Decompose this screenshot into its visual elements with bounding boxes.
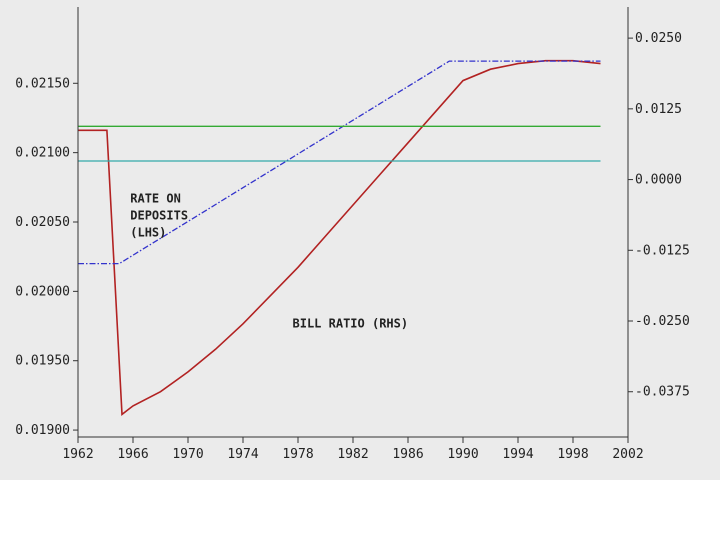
x-tick-label: 1962 [62, 447, 93, 462]
annotation-text: (LHS) [130, 226, 166, 240]
y-right-tick-label: -0.0375 [635, 385, 690, 400]
text-layer: 1962 1966 1970 1974 1978 1982 1986 1990 1994 1998… [15, 31, 690, 462]
series-layer [78, 59, 601, 416]
y-right-tick-label: -0.0125 [635, 243, 690, 258]
x-tick-label: 1978 [282, 447, 313, 462]
y-right-tick-label: 0.0000 [635, 173, 682, 188]
y-left-tick-label: 0.02100 [15, 146, 70, 161]
x-tick-label: 1970 [172, 447, 203, 462]
annotation-text: DEPOSITS [130, 209, 188, 223]
y-right-tick-label: 0.0125 [635, 102, 682, 117]
x-tick-label: 1974 [227, 447, 258, 462]
y-right-tick-label: 0.0250 [635, 31, 682, 46]
y-right-tick-label: -0.0250 [635, 314, 690, 329]
y-left-tick-label: 0.01950 [15, 354, 70, 369]
axes-layer [73, 7, 633, 443]
series-line-rate-on-deposits-lhs [78, 60, 601, 265]
x-tick-label: 1982 [337, 447, 368, 462]
series-line-bill-ratio-rhs [78, 59, 601, 416]
x-tick-label: 1990 [447, 447, 478, 462]
y-left-tick-label: 0.02050 [15, 215, 70, 230]
annotation-text: RATE ON [130, 192, 181, 206]
y-left-tick-label: 0.02150 [15, 76, 70, 91]
x-tick-label: 2002 [612, 447, 643, 462]
annotation-text: BILL RATIO (RHS) [293, 316, 409, 330]
chart-background [0, 0, 720, 480]
y-left-tick-label: 0.01900 [15, 423, 70, 438]
x-tick-label: 1986 [392, 447, 423, 462]
x-tick-label: 1966 [117, 447, 148, 462]
x-tick-label: 1998 [557, 447, 588, 462]
y-left-tick-label: 0.02000 [15, 284, 70, 299]
x-tick-label: 1994 [502, 447, 533, 462]
